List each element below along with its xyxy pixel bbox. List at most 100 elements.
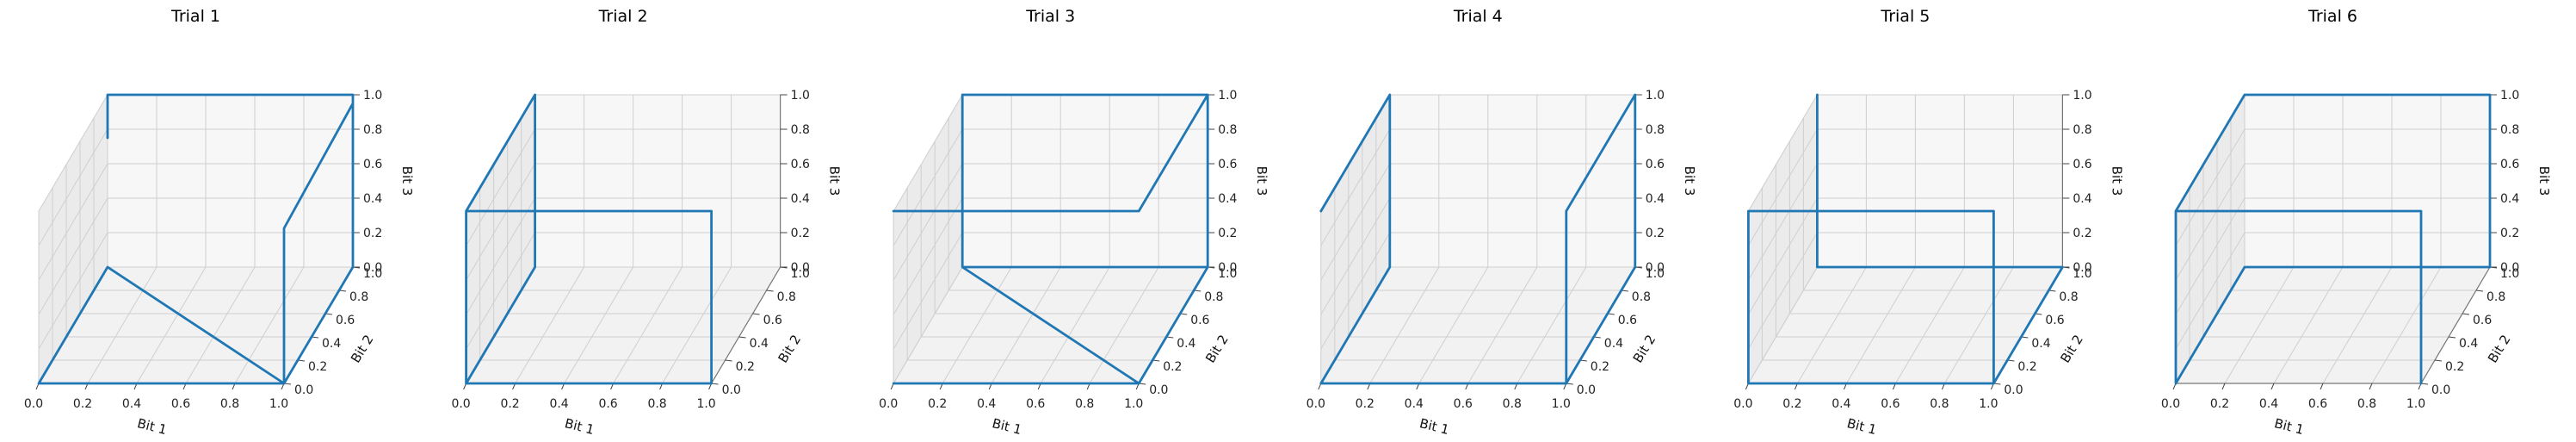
- chart-title: Trial 6: [2307, 7, 2357, 26]
- series-trace: [2174, 93, 2492, 385]
- x-tick-mark: [2320, 383, 2324, 390]
- y-tick-label: 1.0: [2500, 267, 2519, 281]
- y-tick-label: 0.8: [777, 290, 796, 304]
- x-tick-label: 1.0: [696, 397, 715, 411]
- x-tick-label: 0.8: [2357, 397, 2376, 411]
- x-tick-label: 1.0: [269, 397, 288, 411]
- y-tick-label: 1.0: [1218, 267, 1237, 281]
- z-tick-label: 0.6: [1218, 158, 1237, 171]
- z-axis-label: Bit 3: [2536, 166, 2552, 196]
- x-tick-label: 1.0: [1552, 397, 1571, 411]
- z-tick-label: 0.8: [2073, 123, 2091, 137]
- x-tick-label: 1.0: [1124, 397, 1143, 411]
- z-tick-label: 0.6: [2073, 158, 2091, 171]
- y-tick-label: 0.4: [1177, 337, 1195, 351]
- chart-title: Trial 3: [1025, 7, 1075, 26]
- z-tick-label: 0.0: [1218, 261, 1237, 275]
- z-tick-label: 0.2: [363, 227, 382, 240]
- z-tick-label: 0.2: [791, 227, 810, 240]
- z-tick-label: 0.8: [363, 123, 382, 137]
- z-axis-label: Bit 3: [1682, 166, 1697, 196]
- x-tick-label: 0.0: [1733, 397, 1752, 411]
- x-tick-label: 0.0: [879, 397, 898, 411]
- x-tick-label: 0.4: [1405, 397, 1424, 411]
- z-tick-label: 1.0: [2500, 89, 2519, 103]
- x-tick-label: 0.0: [1307, 397, 1325, 411]
- x-tick-label: 0.6: [1454, 397, 1473, 411]
- z-tick-label: 0.0: [363, 261, 382, 275]
- y-tick-label: 0.4: [750, 337, 769, 351]
- y-tick-label: 0.8: [2486, 290, 2505, 304]
- z-tick-label: 0.6: [363, 158, 382, 171]
- x-tick-mark: [2270, 383, 2275, 390]
- x-tick-label: 0.4: [1832, 397, 1850, 411]
- series-trace: [892, 93, 1209, 385]
- subplot-1: 0.0 0.2 0.4 0.6 0.8 1.00.00.20.40.60.81.00.00…: [24, 7, 415, 438]
- x-tick-label: 0.8: [1930, 397, 1949, 411]
- y-tick-label: 0.6: [1190, 314, 1209, 327]
- x-tick-label: 0.2: [928, 397, 947, 411]
- z-tick-label: 0.8: [791, 123, 810, 137]
- series-trace: [37, 93, 355, 385]
- y-tick-label: 0.0: [722, 383, 741, 397]
- back-pane: [107, 94, 354, 268]
- z-tick-label: 0.4: [1218, 192, 1237, 206]
- x-axis-label: Bit 1: [136, 415, 169, 438]
- y-tick-mark: [738, 336, 746, 339]
- y-axis-label: Bit 2: [2057, 332, 2086, 365]
- x-tick-label: 0.4: [122, 397, 141, 411]
- x-tick-label: 0.4: [2259, 397, 2278, 411]
- x-tick-label: 0.6: [171, 397, 190, 411]
- y-tick-label: 0.4: [2459, 337, 2478, 351]
- grid-line-z: [2175, 128, 2490, 246]
- y-axis-label: Bit 2: [775, 332, 805, 365]
- y-tick-label: 0.8: [1632, 290, 1651, 304]
- z-tick-label: 0.0: [2500, 261, 2519, 275]
- y-tick-label: 0.6: [336, 314, 355, 327]
- back-pane: [2244, 94, 2491, 268]
- z-tick-label: 0.4: [1646, 192, 1665, 206]
- back-pane: [534, 94, 781, 268]
- grid-line-z: [38, 232, 353, 350]
- y-tick-label: 1.0: [791, 267, 810, 281]
- y-axis-label: Bit 2: [348, 332, 377, 365]
- x-tick-label: 0.2: [73, 397, 92, 411]
- y-axis-label: Bit 2: [1202, 332, 1232, 365]
- y-tick-label: 0.0: [2431, 383, 2450, 397]
- z-tick-label: 0.6: [1646, 158, 1665, 171]
- y-tick-label: 0.2: [1163, 360, 1182, 374]
- z-tick-label: 0.8: [1646, 123, 1665, 137]
- x-tick-label: 0.8: [1503, 397, 1522, 411]
- y-axis-line: [2420, 266, 2491, 384]
- y-axis-label: Bit 2: [2485, 332, 2514, 365]
- y-tick-label: 0.6: [1618, 314, 1637, 327]
- y-tick-mark: [725, 359, 732, 362]
- x-tick-label: 0.4: [549, 397, 568, 411]
- chart-title: Trial 1: [170, 7, 220, 26]
- grid-line-z: [38, 163, 353, 281]
- grid-line-z: [38, 197, 353, 315]
- z-tick-label: 0.4: [2500, 192, 2519, 206]
- subplot-6: 0.0 0.2 0.4 0.6 0.8 1.00.00.20.40.60.81.00.00…: [2161, 7, 2552, 438]
- y-tick-label: 0.4: [2031, 337, 2050, 351]
- subplot-4: 0.0 0.2 0.4 0.6 0.8 1.00.00.20.40.60.81.00.00…: [1307, 7, 1697, 438]
- grid-line-z: [2175, 163, 2490, 281]
- x-axis-label: Bit 1: [991, 415, 1023, 438]
- z-tick-label: 0.8: [2500, 123, 2519, 137]
- x-tick-label: 0.0: [24, 397, 43, 411]
- y-tick-label: 0.0: [1577, 383, 1596, 397]
- z-tick-label: 0.4: [791, 192, 810, 206]
- y-tick-label: 0.8: [2059, 290, 2078, 304]
- y-tick-mark: [2475, 289, 2484, 292]
- z-axis-label: Bit 3: [399, 166, 415, 196]
- z-tick-label: 0.6: [791, 158, 810, 171]
- x-axis-label: Bit 1: [563, 415, 596, 438]
- x-tick-label: 0.0: [451, 397, 470, 411]
- z-tick-label: 0.4: [2073, 192, 2091, 206]
- z-tick-label: 0.2: [1218, 227, 1237, 240]
- y-axis-label: Bit 2: [1630, 332, 1659, 365]
- z-tick-label: 0.8: [1218, 123, 1237, 137]
- chart-title: Trial 5: [1880, 7, 1930, 26]
- y-tick-label: 1.0: [2073, 267, 2091, 281]
- z-tick-label: 1.0: [1646, 89, 1665, 103]
